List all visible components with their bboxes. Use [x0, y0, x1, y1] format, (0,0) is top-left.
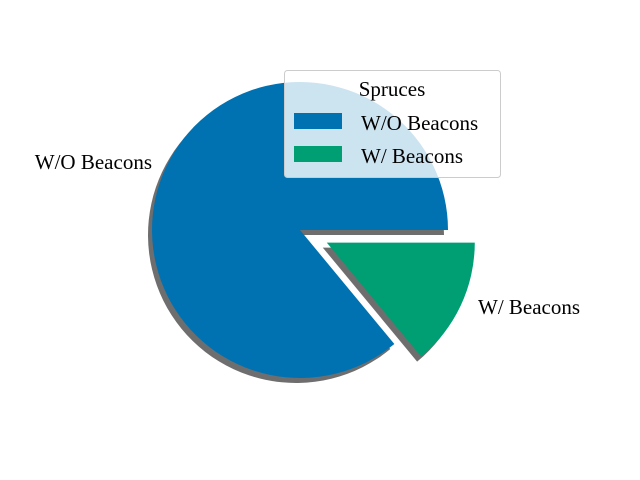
slice-label-wo-beacons: W/O Beacons [35, 150, 152, 174]
legend: Spruces W/O Beacons W/ Beacons [284, 70, 501, 178]
legend-swatch-w-beacons [294, 146, 342, 162]
legend-entry-w-beacons: W/ Beacons [361, 144, 463, 168]
slice-label-w-beacons: W/ Beacons [478, 295, 580, 319]
legend-swatch-wo-beacons [294, 113, 342, 129]
legend-entry-wo-beacons: W/O Beacons [361, 111, 478, 135]
slice-w-beacons [326, 242, 475, 357]
legend-title: Spruces [359, 77, 426, 101]
